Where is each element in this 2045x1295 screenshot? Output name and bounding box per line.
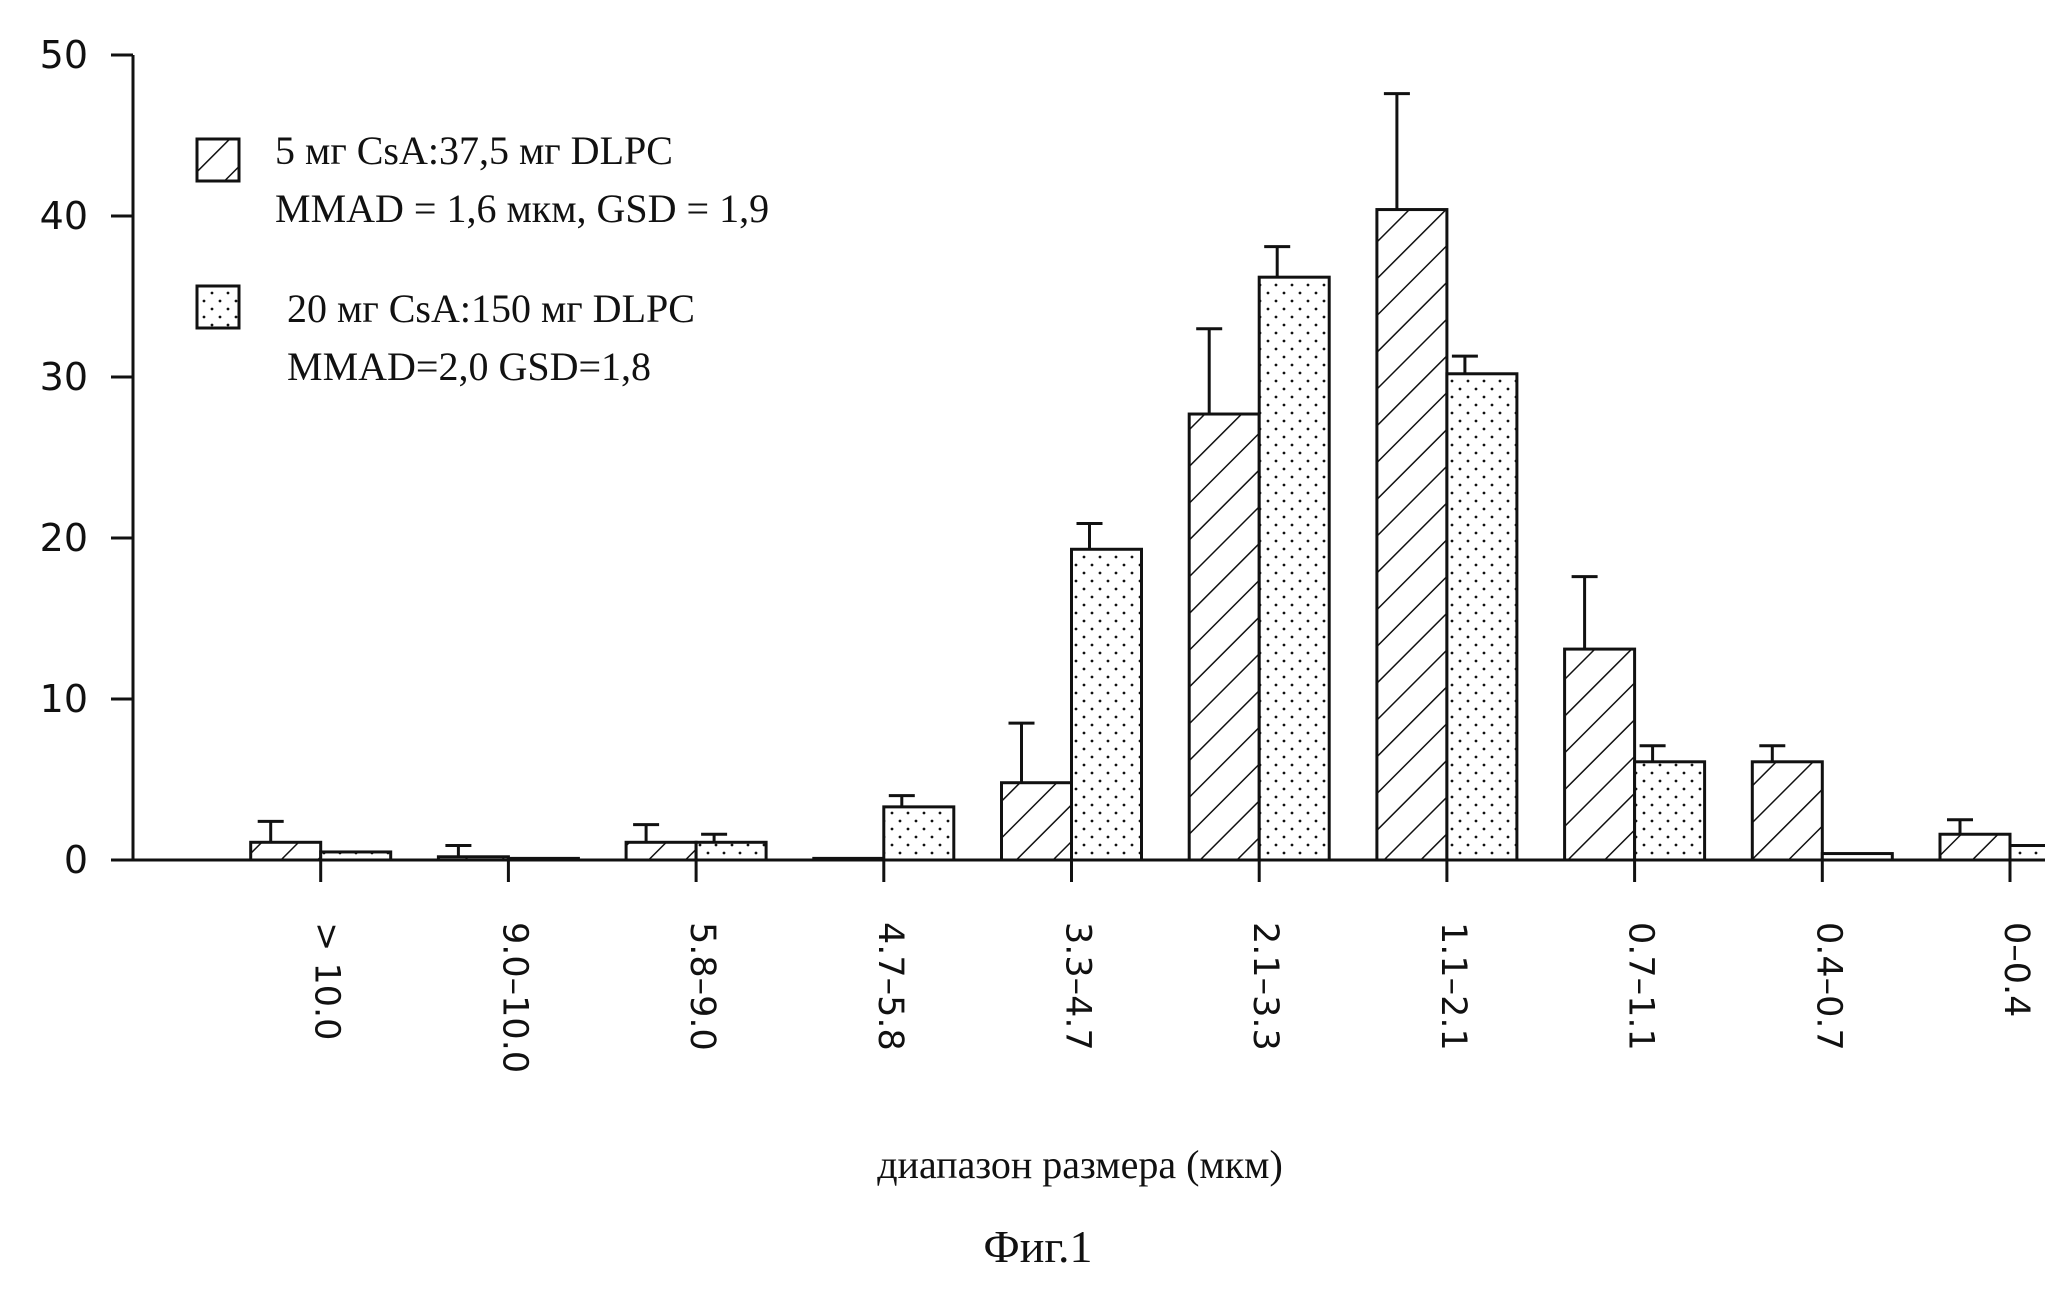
bar-hatched xyxy=(1940,834,2010,860)
y-tick-label: 20 xyxy=(40,516,88,560)
x-tick-label: 2.1–3.3 xyxy=(1245,922,1285,1051)
legend: 5 мг CsA:37,5 мг DLPC MMAD = 1,6 мкм, GS… xyxy=(197,128,769,389)
y-tick-label: 30 xyxy=(40,355,88,399)
legend-label-series-1: 5 мг CsA:37,5 мг DLPC xyxy=(275,128,673,173)
y-tick-label: 10 xyxy=(40,677,88,721)
bar-dotted xyxy=(1635,762,1705,860)
bar-dotted xyxy=(508,858,578,860)
y-axis: 0 10 20 30 40 50 xyxy=(40,33,133,882)
bar-dotted xyxy=(884,807,954,860)
x-tick-label: > 10.0 xyxy=(307,922,347,1040)
legend-label-series-2: 20 мг CsA:150 мг DLPC xyxy=(287,286,695,331)
x-axis: > 10.0 9.0–10.0 5.8–9.0 4.7–5.8 3.3–4.7 2.1–3… xyxy=(133,860,2036,1073)
bar-dotted xyxy=(696,842,766,860)
y-tick-label: 0 xyxy=(64,838,88,882)
x-tick-label: 3.3–4.7 xyxy=(1058,922,1098,1051)
x-tick-label: 1.1–2.1 xyxy=(1433,922,1473,1051)
legend-swatch-hatched xyxy=(197,139,239,181)
legend-note-series-1: MMAD = 1,6 мкм, GSD = 1,9 xyxy=(275,186,769,231)
x-tick-label: 0.4–0.7 xyxy=(1808,922,1848,1051)
bar-hatched xyxy=(1002,783,1072,860)
y-tick-label: 50 xyxy=(40,33,88,77)
bar-dotted xyxy=(321,852,391,860)
figure-caption: Фиг.1 xyxy=(983,1221,1092,1272)
x-tick-label: 5.8–9.0 xyxy=(682,922,722,1051)
x-axis-title: диапазон размера (мкм) xyxy=(877,1142,1283,1187)
bar-dotted xyxy=(2010,846,2045,860)
bar-hatched xyxy=(438,857,508,860)
y-tick-label: 40 xyxy=(40,194,88,238)
x-tick-label: 0.7–1.1 xyxy=(1621,922,1661,1051)
x-tick-label: 9.0–10.0 xyxy=(494,922,534,1073)
x-tick-label: 0–0.4 xyxy=(1996,922,2036,1017)
bar-hatched xyxy=(1377,210,1447,860)
bar-hatched xyxy=(626,842,696,860)
bar-dotted xyxy=(1822,854,1892,860)
legend-swatch-dotted xyxy=(197,286,239,328)
bar-hatched xyxy=(1752,762,1822,860)
bar-dotted xyxy=(1447,374,1517,860)
bar-dotted xyxy=(1259,277,1329,860)
bar-hatched xyxy=(1189,414,1259,860)
bar-hatched xyxy=(251,842,321,860)
bar-hatched xyxy=(814,858,884,860)
bar-dotted xyxy=(1072,549,1142,860)
x-tick-label: 4.7–5.8 xyxy=(870,922,910,1051)
legend-note-series-2: MMAD=2,0 GSD=1,8 xyxy=(287,344,651,389)
bar-hatched xyxy=(1565,649,1635,860)
